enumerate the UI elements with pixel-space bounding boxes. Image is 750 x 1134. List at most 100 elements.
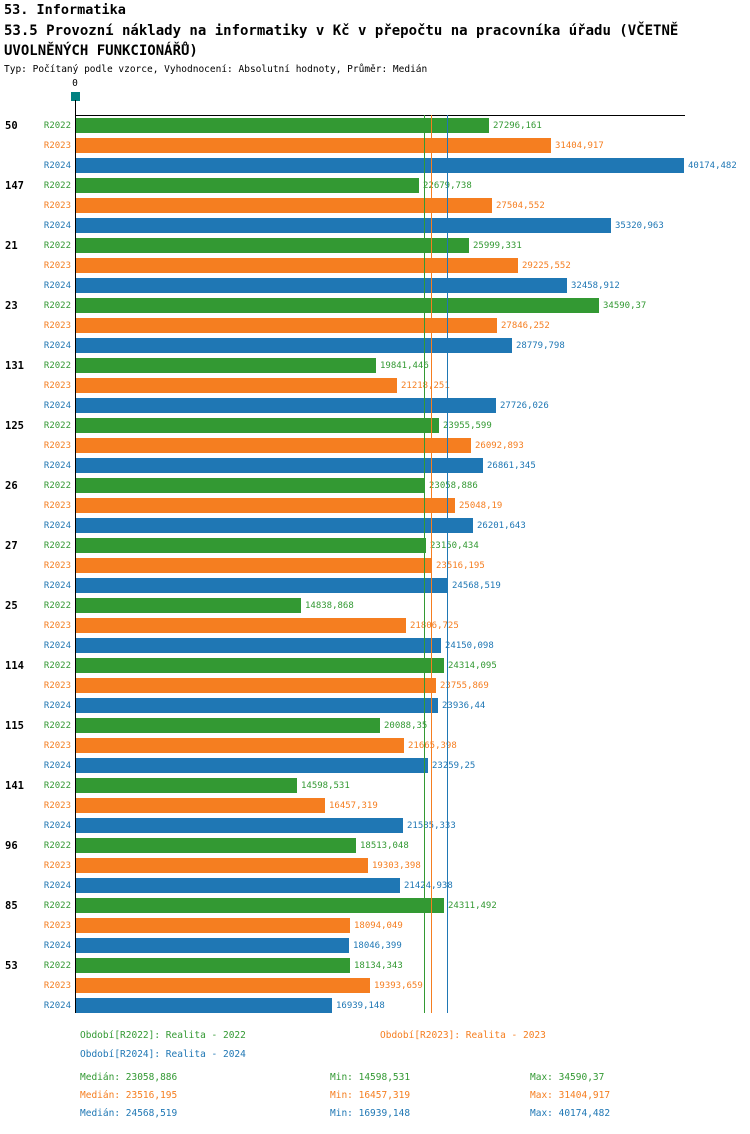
stat-max-r2024: Max: 40174,482 bbox=[530, 1108, 611, 1119]
group-id-label: 147 bbox=[5, 180, 24, 192]
group-id-label: 25 bbox=[5, 600, 18, 612]
stat-min-r2022: Min: 14598,531 bbox=[330, 1072, 411, 1083]
bar bbox=[76, 478, 425, 493]
bar bbox=[76, 858, 368, 873]
bar-period-label: R2024 bbox=[43, 461, 71, 471]
bar-value-label: 23058,886 bbox=[429, 481, 478, 491]
bar bbox=[76, 298, 599, 313]
stat-median-r2024: Medián: 24568,519 bbox=[80, 1108, 178, 1119]
bar-value-label: 35320,963 bbox=[615, 221, 664, 231]
bar bbox=[76, 438, 471, 453]
bar bbox=[76, 878, 400, 893]
bar-value-label: 23755,869 bbox=[440, 681, 489, 691]
bar-period-label: R2022 bbox=[43, 481, 71, 491]
group-id-label: 85 bbox=[5, 900, 18, 912]
bar bbox=[76, 238, 469, 253]
indicator-meta: Typ: Počítaný podle vzorce, Vyhodnocení:… bbox=[4, 64, 428, 75]
median-line bbox=[431, 115, 432, 1013]
bar bbox=[76, 618, 406, 633]
bar bbox=[76, 118, 489, 133]
bar-period-label: R2023 bbox=[43, 921, 71, 931]
bar-value-label: 27726,026 bbox=[500, 401, 549, 411]
bar-period-label: R2023 bbox=[43, 201, 71, 211]
bar bbox=[76, 778, 297, 793]
bar-value-label: 19393,659 bbox=[374, 981, 423, 991]
bar bbox=[76, 498, 455, 513]
stat-min-r2024: Min: 16939,148 bbox=[330, 1108, 411, 1119]
bar-value-label: 21806,725 bbox=[410, 621, 459, 631]
bar bbox=[76, 198, 492, 213]
group-id-label: 26 bbox=[5, 480, 18, 492]
bar bbox=[76, 638, 441, 653]
median-line bbox=[447, 115, 448, 1013]
bar-period-label: R2022 bbox=[43, 361, 71, 371]
bar-value-label: 25999,331 bbox=[473, 241, 522, 251]
bar-period-label: R2022 bbox=[43, 901, 71, 911]
section-title: 53. Informatika bbox=[4, 2, 126, 18]
bar-period-label: R2024 bbox=[43, 581, 71, 591]
bar-value-label: 24568,519 bbox=[452, 581, 501, 591]
bar-value-label: 27296,161 bbox=[493, 121, 542, 131]
stat-max-r2023: Max: 31404,917 bbox=[530, 1090, 611, 1101]
bar-period-label: R2024 bbox=[43, 161, 71, 171]
bar-value-label: 14598,531 bbox=[301, 781, 350, 791]
group-id-label: 53 bbox=[5, 960, 18, 972]
bar-period-label: R2023 bbox=[43, 141, 71, 151]
bar-value-label: 18046,399 bbox=[353, 941, 402, 951]
bar-period-label: R2023 bbox=[43, 261, 71, 271]
bar bbox=[76, 318, 497, 333]
bar-period-label: R2023 bbox=[43, 561, 71, 571]
group-id-label: 114 bbox=[5, 660, 24, 672]
bar-value-label: 26092,893 bbox=[475, 441, 524, 451]
bar-period-label: R2024 bbox=[43, 221, 71, 231]
bar-period-label: R2022 bbox=[43, 421, 71, 431]
bar-value-label: 21218,251 bbox=[401, 381, 450, 391]
median-line bbox=[424, 115, 425, 1013]
bar-value-label: 18134,343 bbox=[354, 961, 403, 971]
group-id-label: 115 bbox=[5, 720, 24, 732]
bar-period-label: R2023 bbox=[43, 981, 71, 991]
bar-period-label: R2023 bbox=[43, 861, 71, 871]
bar bbox=[76, 418, 439, 433]
bar-period-label: R2022 bbox=[43, 661, 71, 671]
bar-value-label: 24150,098 bbox=[445, 641, 494, 651]
bar-value-label: 16939,148 bbox=[336, 1001, 385, 1011]
bar bbox=[76, 678, 436, 693]
bar bbox=[76, 658, 444, 673]
bar-period-label: R2022 bbox=[43, 241, 71, 251]
bar bbox=[76, 358, 376, 373]
bar bbox=[76, 458, 483, 473]
bar-period-label: R2022 bbox=[43, 721, 71, 731]
axis-zero-label: 0 bbox=[72, 78, 78, 89]
bar-value-label: 21665,398 bbox=[408, 741, 457, 751]
bar bbox=[76, 998, 332, 1013]
bar-period-label: R2023 bbox=[43, 441, 71, 451]
bar-period-label: R2024 bbox=[43, 521, 71, 531]
bar bbox=[76, 978, 370, 993]
bar bbox=[76, 898, 444, 913]
legend-item-r2024: Období[R2024]: Realita - 2024 bbox=[80, 1049, 246, 1060]
bar-period-label: R2022 bbox=[43, 601, 71, 611]
bar-period-label: R2023 bbox=[43, 621, 71, 631]
bar bbox=[76, 958, 350, 973]
legend-item-r2022: Období[R2022]: Realita - 2022 bbox=[80, 1030, 246, 1041]
group-id-label: 141 bbox=[5, 780, 24, 792]
legend-item-r2023: Období[R2023]: Realita - 2023 bbox=[380, 1030, 546, 1041]
bar-value-label: 26861,345 bbox=[487, 461, 536, 471]
bar bbox=[76, 698, 438, 713]
bar bbox=[76, 758, 428, 773]
bar bbox=[76, 838, 356, 853]
bar-value-label: 18094,049 bbox=[354, 921, 403, 931]
bar bbox=[76, 518, 473, 533]
group-id-label: 50 bbox=[5, 120, 18, 132]
group-id-label: 27 bbox=[5, 540, 18, 552]
bar-period-label: R2022 bbox=[43, 961, 71, 971]
bar-value-label: 23936,44 bbox=[442, 701, 486, 711]
bar-value-label: 40174,482 bbox=[688, 161, 737, 171]
bar-value-label: 34590,37 bbox=[603, 301, 647, 311]
bar bbox=[76, 798, 325, 813]
bar bbox=[76, 138, 551, 153]
bar-value-label: 18513,048 bbox=[360, 841, 409, 851]
bar bbox=[76, 578, 448, 593]
bar-period-label: R2022 bbox=[43, 181, 71, 191]
